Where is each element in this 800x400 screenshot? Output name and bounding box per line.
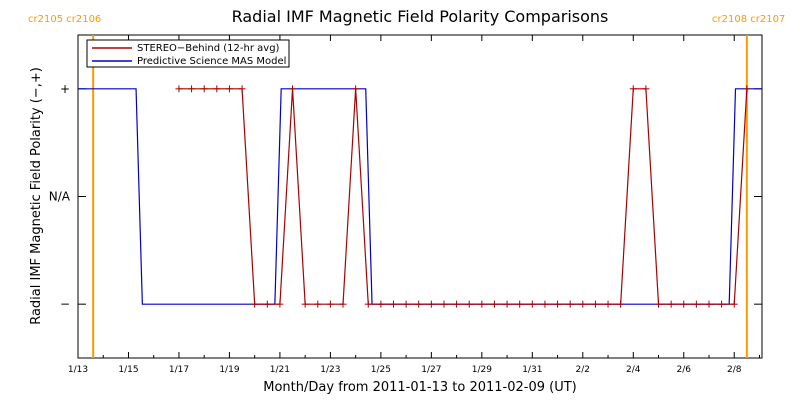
data-point [314,300,322,308]
data-point [692,300,700,308]
data-point [478,300,486,308]
x-tick-label: 2/2 [576,365,590,375]
axis-ticks: 1/13 1/15 1/17 1/19 1/21 1/23 1/25 1/27 1/29 1/31… [49,35,762,375]
data-point [402,300,410,308]
data-point [718,300,726,308]
data-point [566,300,574,308]
data-point [377,300,385,308]
plot-frame [77,34,763,359]
data-point [655,300,663,308]
legend-label-model: Predictive Science MAS Model [137,56,286,67]
data-point [389,300,397,308]
data-point [642,85,650,93]
series-line-1 [78,88,762,305]
data-point [427,300,435,308]
x-tick-label: 1/23 [320,365,340,375]
carrington-label-right: cr2108 cr2107 [712,14,785,25]
data-point [743,85,751,93]
legend-label-stereo: STEREO−Behind (12-hr avg) [137,43,280,54]
data-point [490,300,498,308]
x-tick-label: 1/13 [68,365,88,375]
x-tick-label: 1/25 [371,365,391,375]
x-tick-label: 1/29 [472,365,492,375]
data-point [730,300,738,308]
y-tick-label: N/A [49,190,71,204]
x-tick-label: 1/15 [118,365,138,375]
data-point [263,300,271,308]
data-point [188,85,196,93]
legend: STEREO−Behind (12-hr avg) Predictive Sci… [86,39,290,68]
x-tick-label: 1/17 [169,365,189,375]
x-tick-label: 2/6 [677,365,692,375]
data-point [326,300,334,308]
data-point [516,300,524,308]
data-point [604,300,612,308]
carrington-label-left: cr2105 cr2106 [28,14,101,25]
data-point [289,85,297,93]
x-axis-label: Month/Day from 2011-01-13 to 2011-02-09 … [263,380,576,395]
data-point [200,85,208,93]
data-point [554,300,562,308]
y-axis-label: Radial IMF Magnetic Field Polarity (−,+) [29,67,44,325]
x-tick-label: 1/31 [522,365,542,375]
data-point [617,300,625,308]
carrington-rotation-lines [92,35,748,358]
data-point [415,300,423,308]
data-point [705,300,713,308]
data-point [238,85,246,93]
data-point [440,300,448,308]
legend-box [86,39,290,68]
data-point [453,300,461,308]
data-point [364,300,372,308]
y-tick-label: − [60,297,70,311]
y-tick-label: + [60,82,70,96]
data-point [465,300,473,308]
chart-title: Radial IMF Magnetic Field Polarity Compa… [232,7,609,26]
data-point [528,300,536,308]
data-point [352,85,360,93]
data-point [629,85,637,93]
data-point [251,300,259,308]
data-point [301,300,309,308]
x-tick-label: 2/4 [626,365,641,375]
data-point [680,300,688,308]
data-point [339,300,347,308]
data-point [503,300,511,308]
data-point [276,300,284,308]
x-tick-label: 1/21 [270,365,290,375]
data-point [213,85,221,93]
x-tick-label: 2/8 [727,365,742,375]
data-point [591,300,599,308]
data-point [667,300,675,308]
x-tick-label: 1/19 [219,365,239,375]
data-point [175,85,183,93]
data-point [225,85,233,93]
data-point [579,300,587,308]
data-series [78,85,762,308]
series-line-0 [178,88,748,305]
x-tick-label: 1/27 [421,365,441,375]
data-point [541,300,549,308]
